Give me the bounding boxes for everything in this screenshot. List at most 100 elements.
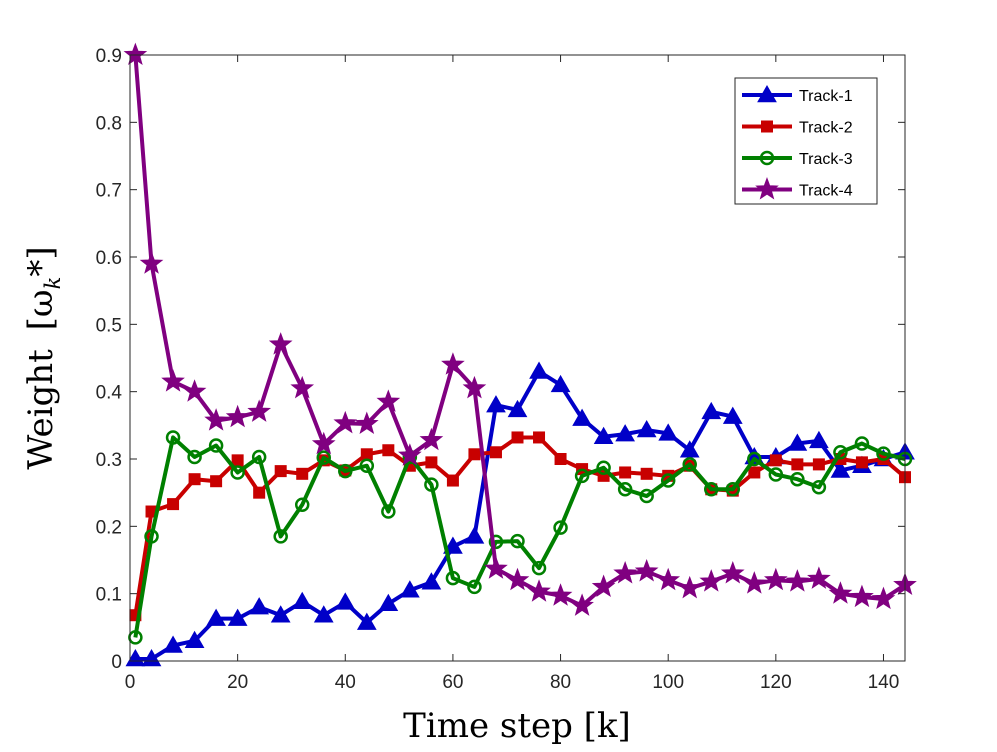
data-point-track-3 <box>747 451 762 467</box>
data-point-track-1 <box>335 592 356 610</box>
data-point-track-4 <box>139 251 164 274</box>
data-point-track-1 <box>163 635 183 653</box>
data-point-track-1 <box>809 430 829 449</box>
x-axis-label: Time step [k] <box>403 706 631 746</box>
data-point-track-1 <box>292 591 313 609</box>
data-point-track-4 <box>204 408 228 431</box>
data-point-track-3 <box>876 446 891 461</box>
data-point-track-4 <box>182 379 207 402</box>
data-point-track-2 <box>231 454 244 467</box>
data-point-track-3 <box>187 449 202 465</box>
x-tick-label: 80 <box>550 672 571 693</box>
data-point-track-1 <box>443 536 463 554</box>
data-point-track-1 <box>313 605 334 623</box>
legend-marker-track-1 <box>757 84 777 103</box>
data-point-track-4 <box>871 586 896 610</box>
x-tick-label: 20 <box>227 672 248 693</box>
data-point-track-1 <box>658 423 679 441</box>
legend-label-track-2: Track-2 <box>799 120 853 137</box>
data-point-track-3 <box>617 482 633 497</box>
y-axis-label-text: Weight <box>21 349 61 470</box>
data-point-track-1 <box>486 395 506 413</box>
data-point-track-3 <box>725 482 741 497</box>
y-tick-label: 0.4 <box>96 383 123 404</box>
data-point-track-1 <box>249 597 270 615</box>
y-tick-label: 0.7 <box>96 181 122 202</box>
data-point-track-3 <box>128 630 143 645</box>
y-axis: 0 0.1 0.2 0.3 0.4 0.5 0.6 0.7 0.8 0.9 <box>96 46 905 673</box>
x-tick-label: 140 <box>868 672 900 693</box>
data-point-track-3 <box>294 497 310 513</box>
y-axis-label-subscript: k <box>41 277 65 290</box>
data-point-track-4 <box>268 332 293 355</box>
legend-marker-track-3 <box>759 150 775 166</box>
axes-box <box>129 54 906 662</box>
data-point-track-4 <box>484 556 508 579</box>
data-point-track-4 <box>398 443 422 466</box>
data-point-track-2 <box>619 466 632 479</box>
data-point-track-1 <box>141 648 162 667</box>
data-point-track-2 <box>791 458 804 471</box>
data-point-track-4 <box>677 575 702 599</box>
series-layer <box>123 42 917 667</box>
data-point-track-2 <box>360 448 373 461</box>
data-point-track-3 <box>251 449 267 465</box>
data-point-track-4 <box>462 375 487 399</box>
data-point-track-4 <box>785 569 810 592</box>
data-point-track-1 <box>679 440 700 458</box>
x-tick-label: 0 <box>125 672 136 693</box>
data-point-track-4 <box>699 569 724 592</box>
data-point-track-2 <box>748 466 761 479</box>
x-axis: 0 20 40 60 80 100 120 140 <box>125 55 900 693</box>
data-point-track-2 <box>489 446 502 459</box>
data-point-track-1 <box>722 406 743 424</box>
data-point-track-3 <box>682 457 697 472</box>
x-tick-label: 40 <box>335 672 356 693</box>
data-point-track-3 <box>704 482 719 497</box>
data-point-track-1 <box>378 593 399 612</box>
data-point-track-4 <box>764 567 788 591</box>
data-point-track-4 <box>828 581 853 604</box>
data-point-track-3 <box>596 460 611 476</box>
y-tick-label: 0.1 <box>96 585 122 606</box>
data-point-track-3 <box>445 570 461 586</box>
data-point-track-4 <box>807 566 831 589</box>
data-point-track-3 <box>467 579 482 595</box>
data-point-track-4 <box>333 410 358 434</box>
data-point-track-3 <box>381 504 396 519</box>
data-point-track-4 <box>505 567 530 591</box>
data-point-track-2 <box>210 475 223 488</box>
data-point-track-1 <box>572 408 592 426</box>
legend-marker-track-2 <box>761 120 773 133</box>
data-point-track-3 <box>510 533 525 549</box>
data-point-track-2 <box>253 486 266 499</box>
data-point-track-1 <box>830 460 851 478</box>
data-point-track-2 <box>533 431 546 444</box>
data-point-track-3 <box>531 560 547 576</box>
data-point-track-4 <box>123 42 148 66</box>
data-point-track-4 <box>634 559 659 582</box>
data-point-track-1 <box>184 630 205 649</box>
data-point-track-4 <box>548 583 573 606</box>
data-point-track-1 <box>550 374 571 393</box>
data-point-track-1 <box>615 424 636 442</box>
data-point-track-1 <box>636 420 657 438</box>
data-point-track-4 <box>161 369 185 392</box>
legend-label-track-3: Track-3 <box>799 151 853 168</box>
data-point-track-4 <box>225 404 250 428</box>
legend-entry-track-4: Track-4 <box>742 177 853 200</box>
data-point-track-4 <box>290 375 315 399</box>
data-point-track-1 <box>227 608 248 626</box>
data-point-track-2 <box>769 454 782 467</box>
data-point-track-4 <box>247 399 271 422</box>
data-point-track-2 <box>296 467 309 480</box>
data-point-track-2 <box>812 458 825 471</box>
data-point-track-4 <box>419 427 444 451</box>
data-point-track-1 <box>507 399 528 418</box>
data-point-track-1 <box>206 608 226 626</box>
data-point-track-3 <box>790 471 805 487</box>
data-point-track-2 <box>425 456 438 469</box>
data-point-track-1 <box>421 572 442 590</box>
y-tick-label: 0.2 <box>96 517 122 538</box>
